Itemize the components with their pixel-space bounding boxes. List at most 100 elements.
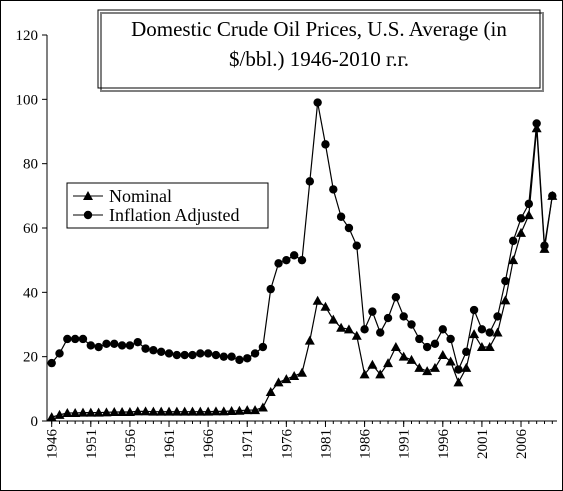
title-box	[97, 9, 541, 89]
y-tick-label: 60	[23, 221, 38, 237]
marker	[289, 251, 299, 260]
marker	[47, 358, 56, 368]
marker	[140, 406, 151, 416]
marker	[164, 349, 174, 358]
marker	[203, 349, 213, 358]
chart-title: Domestic Crude Oil Prices, U.S. Average …	[131, 17, 507, 41]
chart-title: $/bbl.) 1946-2010 г.г.	[229, 47, 409, 71]
marker	[117, 406, 128, 416]
marker	[63, 334, 72, 344]
marker	[70, 407, 81, 417]
marker	[132, 406, 143, 416]
marker	[289, 370, 300, 380]
marker	[476, 342, 487, 352]
x-tick-label: 1961	[162, 429, 178, 459]
x-tick-label: 1991	[397, 429, 413, 459]
marker	[383, 358, 394, 368]
marker	[46, 412, 57, 422]
x-tick-label: 1976	[279, 429, 295, 460]
marker	[429, 362, 440, 372]
marker	[453, 377, 464, 387]
marker	[438, 325, 447, 334]
y-tick-label: 40	[23, 285, 38, 301]
marker	[188, 350, 197, 360]
marker	[124, 406, 135, 416]
marker	[257, 402, 268, 412]
marker	[157, 347, 166, 357]
marker	[398, 351, 409, 361]
marker	[454, 365, 463, 374]
marker	[305, 177, 315, 186]
y-tick-label: 100	[16, 92, 39, 108]
marker	[297, 367, 307, 377]
marker	[273, 377, 284, 387]
x-tick-label: 1971	[240, 429, 256, 459]
marker	[54, 409, 65, 419]
marker	[164, 406, 175, 416]
marker	[171, 406, 182, 416]
marker	[94, 342, 103, 352]
marker	[156, 406, 167, 416]
marker	[516, 214, 526, 223]
marker	[117, 341, 127, 350]
marker	[227, 352, 236, 361]
marker	[243, 354, 252, 363]
marker	[83, 191, 93, 200]
marker	[187, 406, 198, 416]
marker	[102, 339, 111, 348]
marker	[391, 292, 401, 302]
marker	[78, 334, 88, 344]
marker	[235, 355, 244, 365]
marker	[266, 284, 275, 294]
marker	[203, 406, 214, 416]
x-tick-label: 1956	[123, 429, 139, 460]
marker	[469, 329, 480, 339]
x-tick-label: 1981	[318, 429, 334, 459]
marker	[359, 369, 370, 379]
marker	[226, 406, 237, 416]
marker	[86, 341, 96, 350]
marker	[524, 199, 534, 209]
marker	[258, 342, 268, 352]
marker	[406, 354, 417, 364]
x-tick-label: 2006	[514, 429, 530, 460]
legend-label: Nominal	[109, 186, 172, 206]
marker	[351, 330, 362, 340]
marker	[500, 295, 511, 305]
y-tick-label: 80	[23, 157, 38, 173]
marker	[548, 191, 557, 201]
marker	[141, 344, 150, 353]
marker	[274, 259, 283, 268]
marker	[149, 346, 158, 355]
marker	[336, 212, 346, 221]
marker	[250, 405, 261, 415]
marker	[321, 140, 330, 149]
x-tick-label: 1966	[201, 429, 217, 460]
x-tick-label: 2001	[475, 429, 491, 459]
marker	[93, 407, 104, 417]
marker	[532, 119, 541, 128]
marker	[414, 362, 425, 372]
marker	[281, 374, 292, 384]
marker	[77, 407, 88, 417]
marker	[445, 356, 456, 366]
marker	[110, 339, 119, 348]
marker	[492, 327, 503, 337]
marker	[328, 314, 339, 324]
y-tick-label: 20	[23, 350, 38, 366]
marker	[336, 322, 347, 332]
marker	[329, 185, 338, 194]
marker	[523, 210, 534, 220]
marker	[368, 307, 377, 316]
legend-label: Inflation Adjusted	[109, 205, 239, 225]
marker	[508, 236, 518, 246]
marker	[148, 406, 159, 416]
marker	[343, 324, 354, 334]
marker	[313, 98, 322, 107]
y-tick-label: 0	[31, 414, 39, 430]
marker	[484, 342, 495, 352]
marker	[461, 362, 472, 372]
x-tick-label: 1986	[358, 429, 374, 460]
marker	[493, 312, 502, 321]
